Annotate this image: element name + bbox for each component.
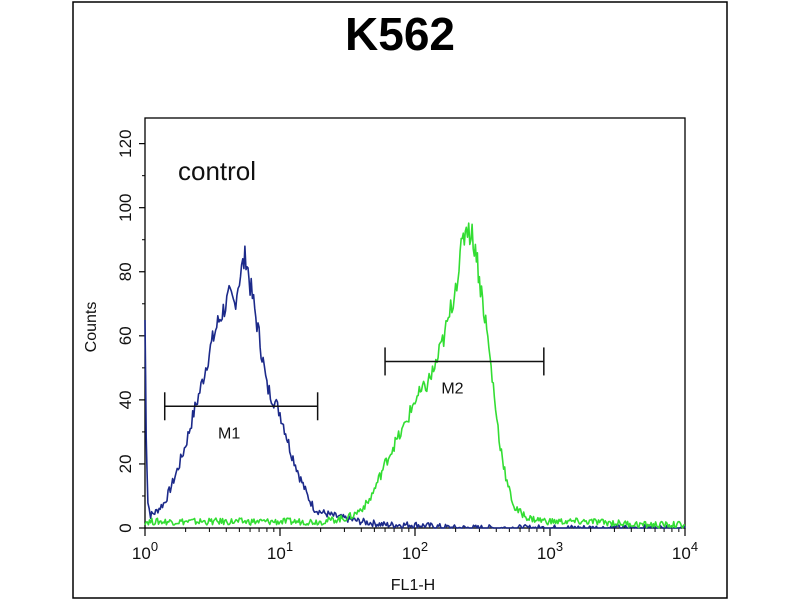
x-tick-label: 101 bbox=[267, 539, 293, 563]
chart-title: K562 bbox=[345, 8, 455, 60]
x-tick-label: 102 bbox=[402, 539, 428, 563]
control-annotation: control bbox=[178, 156, 256, 186]
y-tick-label: 120 bbox=[116, 129, 135, 157]
x-tick-label: 103 bbox=[537, 539, 563, 563]
x-tick-label: 104 bbox=[672, 539, 698, 563]
y-tick-label: 80 bbox=[116, 262, 135, 281]
y-axis-label: Counts bbox=[83, 302, 100, 353]
series-group bbox=[144, 222, 686, 529]
y-tick-label: 60 bbox=[116, 326, 135, 345]
x-axis-label: FL1-H bbox=[391, 577, 435, 594]
marker-label: M1 bbox=[218, 425, 240, 442]
y-tick-label: 20 bbox=[116, 454, 135, 473]
x-tick-label: 100 bbox=[132, 539, 158, 563]
y-tick-label: 100 bbox=[116, 194, 135, 222]
control-histogram-line bbox=[144, 245, 686, 529]
sample-histogram-line bbox=[144, 222, 686, 529]
markers-group: M1 M2 bbox=[163, 347, 545, 442]
marker-label: M2 bbox=[441, 380, 463, 397]
ticks-group: 0 20 40 60 80 100 120 100 101 102 103 104 bbox=[116, 129, 698, 563]
y-tick-label: 40 bbox=[116, 390, 135, 409]
figure-border bbox=[72, 1, 728, 599]
y-tick-label: 0 bbox=[116, 523, 135, 532]
